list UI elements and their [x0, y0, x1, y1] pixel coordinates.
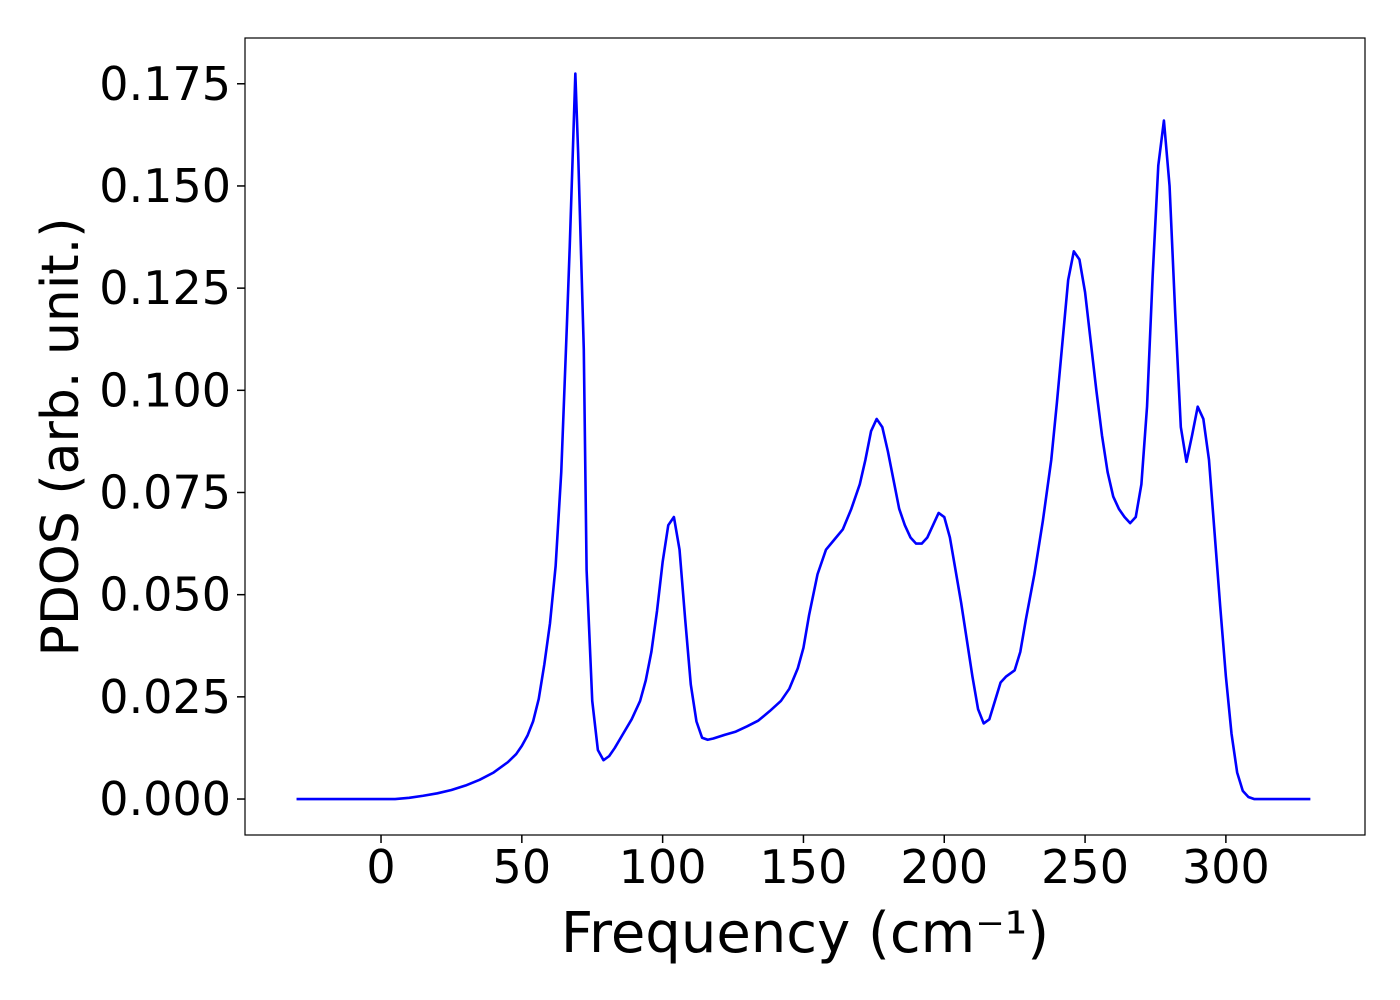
- x-tick-label: 250: [1041, 840, 1129, 894]
- x-axis-label: Frequency (cm⁻¹): [561, 901, 1049, 966]
- y-tick-label: 0.075: [99, 465, 231, 519]
- y-tick-label: 0.050: [99, 568, 231, 622]
- y-tick-label: 0.100: [99, 363, 231, 417]
- y-tick-label: 0.025: [99, 670, 231, 724]
- x-tick-label: 0: [366, 840, 395, 894]
- plot-frame: [244, 37, 1366, 836]
- y-axis-label: PDOS (arb. unit.): [31, 217, 91, 656]
- y-tick-label: 0.000: [99, 772, 231, 826]
- x-tick-label: 300: [1182, 840, 1270, 894]
- y-tick-label: 0.175: [99, 57, 231, 111]
- x-tick-label: 50: [493, 840, 552, 894]
- x-tick-label: 150: [760, 840, 848, 894]
- y-tick-label: 0.150: [99, 159, 231, 213]
- x-tick-label: 200: [900, 840, 988, 894]
- line-series: [296, 72, 1311, 801]
- y-tick-label: 0.125: [99, 261, 231, 315]
- x-tick-label: 100: [619, 840, 707, 894]
